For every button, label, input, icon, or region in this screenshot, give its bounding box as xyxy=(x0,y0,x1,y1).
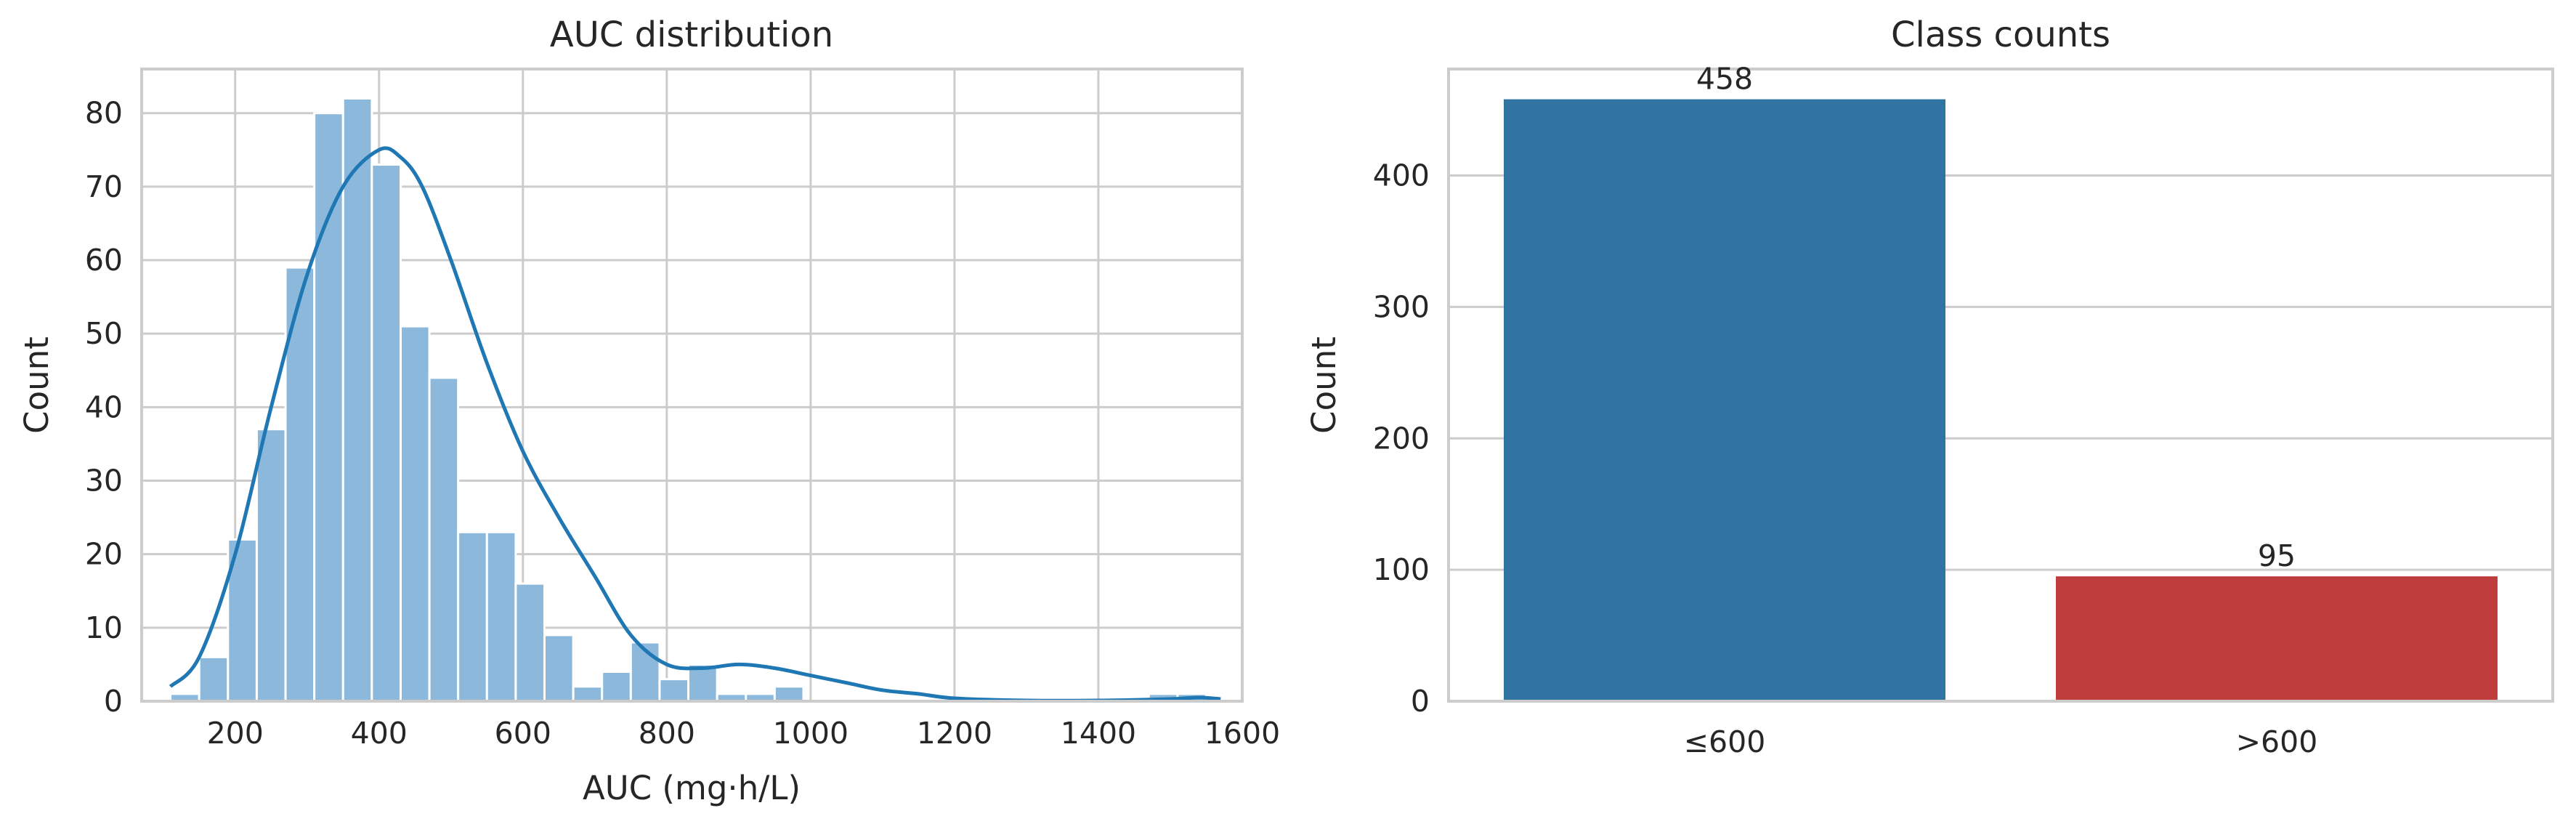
histogram-plot-frame xyxy=(140,68,1244,703)
class-counts-panel: Class counts Count 0 100 200 300 400 ≤600 >60… xyxy=(1305,15,2554,759)
histogram-y-tick-labels: 0 10 20 30 40 50 60 70 80 xyxy=(85,96,123,719)
histogram-bar xyxy=(457,530,488,703)
histogram-bar xyxy=(773,685,805,703)
histogram-bar xyxy=(370,163,402,703)
histogram-x-tick-label: 1200 xyxy=(917,716,992,751)
class-counts-x-tick-label: >600 xyxy=(2236,724,2318,759)
histogram-bar xyxy=(543,634,575,703)
class-counts-title: Class counts xyxy=(1891,15,2110,55)
class-counts-y-tick-label: 0 xyxy=(1411,684,1430,719)
histogram-x-tick-labels: 200 400 600 800 1000 1200 1400 1600 xyxy=(207,716,1281,751)
class-counts-bars xyxy=(1504,99,2498,701)
class-count-data-label: 458 xyxy=(1696,62,1753,97)
histogram-y-tick-label: 70 xyxy=(85,169,123,204)
histogram-x-tick-label: 1400 xyxy=(1061,716,1136,751)
class-counts-y-tick-label: 100 xyxy=(1373,552,1430,587)
class-count-bar xyxy=(1504,99,1945,701)
class-count-data-label: 95 xyxy=(2258,538,2296,573)
histogram-title: AUC distribution xyxy=(550,15,833,55)
histogram-bar xyxy=(198,655,230,703)
class-counts-y-tick-label: 400 xyxy=(1373,158,1430,193)
histogram-xlabel: AUC (mg·h/L) xyxy=(583,769,801,807)
histogram-y-tick-label: 0 xyxy=(104,684,123,719)
histogram-ylabel: Count xyxy=(17,336,56,434)
histogram-bar xyxy=(514,582,546,703)
class-counts-x-tick-label: ≤600 xyxy=(1684,724,1766,759)
histogram-x-tick-label: 800 xyxy=(639,716,695,751)
histogram-bar xyxy=(428,376,460,703)
histogram-bar xyxy=(313,112,344,703)
histogram-x-tick-label: 600 xyxy=(495,716,551,751)
histogram-bar xyxy=(687,663,718,703)
histogram-y-tick-label: 40 xyxy=(85,389,123,424)
histogram-panel: AUC distribution Count AUC (mg·h/L) 0 10 2… xyxy=(17,15,1280,807)
class-counts-x-tick-labels: ≤600 >600 xyxy=(1684,724,2318,759)
histogram-y-tick-label: 80 xyxy=(85,96,123,131)
histogram-bar xyxy=(341,97,373,703)
histogram-y-tick-label: 60 xyxy=(85,243,123,278)
class-count-bar xyxy=(2056,576,2498,701)
histogram-y-tick-label: 10 xyxy=(85,610,123,645)
histogram-bar xyxy=(399,325,431,703)
histogram-bar xyxy=(601,671,632,703)
histogram-x-tick-label: 200 xyxy=(207,716,264,751)
histogram-x-tick-label: 400 xyxy=(351,716,408,751)
histogram-x-tick-label: 1600 xyxy=(1204,716,1280,751)
histogram-bar xyxy=(658,678,690,703)
histogram-y-tick-label: 20 xyxy=(85,537,123,572)
histogram-x-tick-label: 1000 xyxy=(773,716,848,751)
class-counts-plot-frame xyxy=(1447,68,2554,703)
kde-curve xyxy=(169,146,1221,703)
histogram-y-tick-label: 30 xyxy=(85,464,123,498)
class-counts-y-tick-label: 300 xyxy=(1373,289,1430,324)
class-counts-data-labels: 458 95 xyxy=(1696,62,2296,574)
histogram-bar xyxy=(255,428,287,703)
histogram-bars xyxy=(169,97,1207,703)
class-counts-y-tick-labels: 0 100 200 300 400 xyxy=(1373,158,1430,719)
histogram-bar xyxy=(572,685,604,703)
histogram-bar xyxy=(485,530,517,703)
histogram-y-tick-label: 50 xyxy=(85,316,123,351)
class-counts-y-tick-label: 200 xyxy=(1373,421,1430,456)
class-counts-ylabel: Count xyxy=(1305,336,1343,434)
